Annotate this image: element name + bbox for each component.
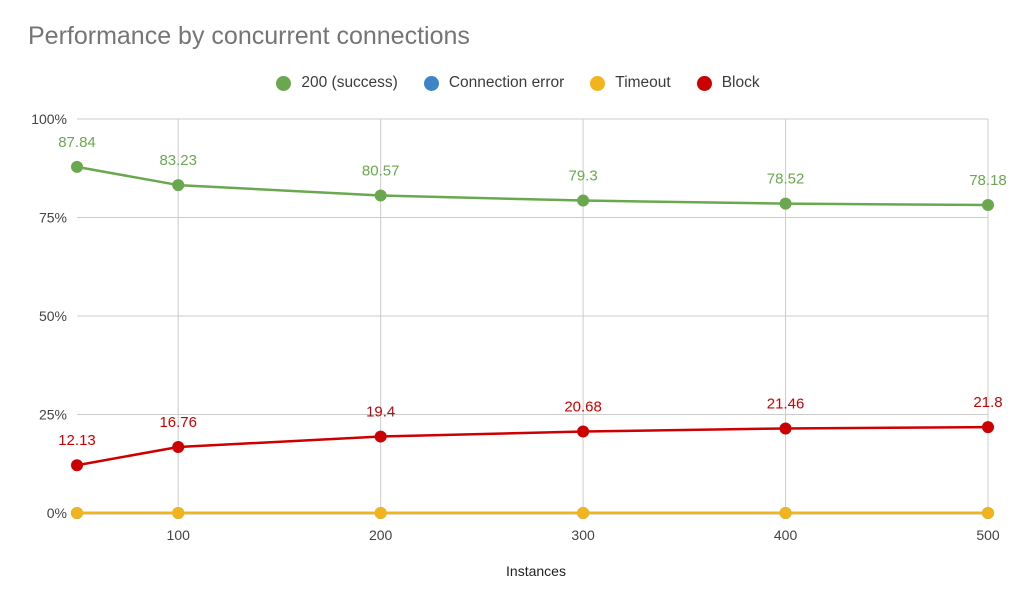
data-point-block[interactable] [982, 421, 994, 434]
data-point-200-success[interactable] [982, 198, 994, 211]
data-label-200-success: 83.23 [159, 152, 197, 169]
x-tick-label: 100 [167, 527, 191, 543]
axis-layer: 0% 25% 50% 75% 100% 100 200 300 400 500 [31, 111, 1000, 543]
data-point-block[interactable] [577, 425, 590, 438]
y-tick-label: 100% [31, 111, 67, 127]
series-line-200-success [76, 165, 989, 207]
series-layer [71, 160, 994, 519]
data-point-block[interactable] [779, 422, 792, 435]
grid-layer [77, 118, 989, 514]
data-point-timeout[interactable] [982, 507, 994, 519]
data-point-timeout[interactable] [779, 507, 792, 519]
label-layer: 87.84 83.23 80.57 79.3 78.52 78.18 12.13 16.76 1… [58, 134, 1007, 449]
data-label-200-success: 78.52 [767, 171, 805, 188]
legend-swatch-connection-error [423, 75, 439, 91]
data-point-block[interactable] [71, 459, 83, 472]
legend-swatch-success [276, 75, 292, 91]
x-tick-label: 200 [369, 527, 393, 543]
data-point-200-success[interactable] [374, 189, 387, 202]
legend-label-timeout: Timeout [615, 74, 671, 91]
x-tick-label: 400 [774, 527, 798, 543]
chart-title: Performance by concurrent connections [28, 22, 470, 50]
x-tick-label: 300 [571, 527, 595, 543]
legend-label-connection-error: Connection error [448, 74, 565, 91]
data-label-block: 16.76 [159, 414, 197, 431]
y-tick-label: 50% [39, 308, 67, 324]
legend-item-timeout[interactable]: Timeout [590, 74, 671, 92]
data-point-200-success[interactable] [577, 194, 590, 207]
data-point-200-success[interactable] [71, 160, 83, 173]
y-tick-label: 75% [39, 210, 67, 226]
data-label-block: 21.8 [973, 394, 1002, 411]
data-point-200-success[interactable] [172, 179, 185, 192]
legend-label-block: Block [721, 74, 760, 91]
data-label-block: 12.13 [58, 432, 96, 449]
data-point-timeout[interactable] [577, 507, 590, 519]
y-tick-label: 25% [39, 407, 67, 423]
data-point-timeout[interactable] [374, 507, 387, 519]
legend-item-block[interactable]: Block [696, 74, 760, 92]
data-point-timeout[interactable] [71, 507, 83, 519]
data-point-block[interactable] [172, 440, 185, 453]
legend-item-connection-error[interactable]: Connection error [423, 74, 565, 92]
series-line-block [76, 425, 989, 467]
data-point-block[interactable] [374, 430, 387, 443]
x-axis-title: Instances [506, 563, 566, 579]
legend-item-success[interactable]: 200 (success) [276, 74, 398, 92]
data-label-200-success: 79.3 [569, 168, 598, 185]
data-point-200-success[interactable] [779, 197, 792, 210]
x-tick-label: 500 [976, 527, 1000, 543]
data-label-block: 19.4 [366, 404, 395, 421]
legend-swatch-timeout [590, 75, 606, 91]
legend-label-success: 200 (success) [301, 74, 398, 91]
data-label-200-success: 78.18 [969, 172, 1007, 189]
chart-legend: 200 (success) Connection error Timeout B… [0, 70, 1024, 96]
data-label-block: 21.46 [767, 395, 805, 412]
data-point-timeout[interactable] [172, 507, 185, 519]
data-label-200-success: 87.84 [58, 134, 96, 151]
y-tick-label: 0% [47, 505, 67, 521]
data-label-block: 20.68 [564, 399, 602, 416]
data-label-200-success: 80.57 [362, 163, 400, 180]
legend-swatch-block [696, 75, 712, 91]
